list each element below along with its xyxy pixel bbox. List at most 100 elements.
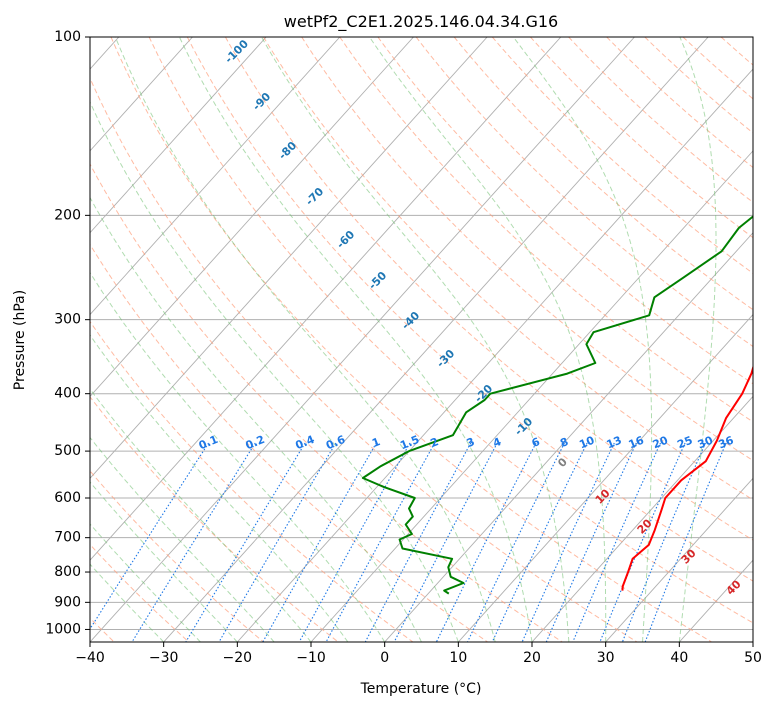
isotherm-line bbox=[605, 477, 753, 642]
isotherm-line bbox=[310, 150, 753, 642]
moist-adiabat-line bbox=[90, 436, 275, 642]
mixing-ratio-line bbox=[364, 442, 472, 642]
moist-adiabat-line bbox=[90, 563, 165, 642]
plot-frame bbox=[89, 36, 754, 643]
dry-adiabat-line bbox=[90, 320, 414, 642]
y-tick-label: 200 bbox=[54, 207, 81, 223]
mixing-ratio-line bbox=[621, 442, 707, 642]
dry-adiabat-line bbox=[263, 37, 753, 501]
y-tick-label: 600 bbox=[54, 490, 81, 506]
mixing-ratio-line bbox=[393, 442, 498, 642]
mixing-ratio-label: 36 bbox=[716, 434, 735, 452]
mixing-ratio-label: 16 bbox=[627, 433, 646, 451]
moist-adiabat-line bbox=[261, 37, 570, 642]
dry-adiabat-line bbox=[90, 163, 563, 642]
moist-adiabat-line bbox=[512, 37, 653, 642]
dry-adiabat-line bbox=[186, 37, 753, 582]
moist-adiabat-line bbox=[90, 196, 422, 642]
mixing-ratio-label: 2 bbox=[429, 435, 441, 450]
x-axis-label: Temperature (°C) bbox=[360, 681, 482, 697]
y-tick-label: 500 bbox=[54, 443, 81, 459]
mixing-ratio-line bbox=[599, 442, 686, 642]
y-tick-label: 700 bbox=[54, 530, 81, 546]
mixing-ratio-label: 10 bbox=[577, 434, 596, 452]
mixing-ratio-line bbox=[644, 442, 727, 642]
mixing-ratio-line bbox=[325, 442, 436, 642]
y-tick-label: 800 bbox=[54, 564, 81, 580]
dry-adiabat-line bbox=[301, 37, 753, 462]
axis-ticks: −40 −30 −20 −10 0 10 20 30 40 50 100 200 300 400 500 60… bbox=[45, 29, 762, 666]
mixing-ratio-line bbox=[185, 442, 306, 642]
x-tick-label: −10 bbox=[296, 650, 326, 666]
mixing-ratio-label: 20 bbox=[651, 434, 670, 452]
y-axis-label: Pressure (hPa) bbox=[12, 290, 28, 390]
isotherm-line bbox=[457, 313, 753, 642]
dry-adiabat-line bbox=[453, 37, 753, 311]
dry-adiabat-layer bbox=[90, 37, 753, 642]
dry-adiabat-line bbox=[568, 37, 753, 203]
isotherm-line bbox=[90, 37, 562, 561]
dry-adiabat-line bbox=[491, 37, 753, 274]
moist-adiabat-line bbox=[90, 388, 312, 642]
moist-adiabat-line bbox=[678, 37, 717, 642]
moist-adiabat-line bbox=[90, 523, 201, 642]
x-tick-label: 50 bbox=[744, 650, 762, 666]
mixing-ratio-label: 13 bbox=[605, 434, 624, 452]
mixing-ratio-line bbox=[90, 442, 210, 630]
mixing-ratio-label: 8 bbox=[558, 435, 570, 450]
moist-adiabat-line bbox=[90, 100, 459, 642]
dry-adiabat-line bbox=[90, 396, 339, 642]
mixing-ratio-line bbox=[545, 442, 637, 642]
series-layer bbox=[361, 215, 753, 595]
mixing-ratio-label: 3 bbox=[465, 435, 477, 450]
isotherm-line bbox=[384, 232, 753, 642]
mixing-ratio-line bbox=[521, 442, 615, 642]
x-tick-label: −20 bbox=[223, 650, 253, 666]
moist-adiabat-line bbox=[369, 37, 607, 642]
mixing-ratio-line bbox=[435, 442, 537, 642]
chart-title: wetPf2_C2E1.2025.146.04.34.G16 bbox=[284, 12, 558, 32]
y-tick-label: 900 bbox=[54, 594, 81, 610]
isotherm-line bbox=[163, 37, 709, 642]
dry-adiabat-line bbox=[339, 37, 753, 423]
moist-adiabat-line bbox=[90, 271, 386, 642]
moist-adiabat-line bbox=[90, 334, 349, 642]
x-tick-label: 40 bbox=[670, 650, 688, 666]
y-tick-label: 300 bbox=[54, 312, 81, 328]
dry-adiabat-line bbox=[377, 37, 753, 385]
x-tick-label: 10 bbox=[449, 650, 467, 666]
moist-adiabat-line bbox=[114, 37, 496, 642]
dry-adiabat-line bbox=[224, 37, 753, 541]
temperature-profile-line bbox=[621, 364, 753, 591]
isotherm-line bbox=[90, 37, 193, 152]
dry-adiabat-line bbox=[148, 37, 753, 624]
isotherm-line bbox=[90, 37, 341, 316]
x-tick-label: −40 bbox=[75, 650, 105, 666]
x-tick-label: 30 bbox=[597, 650, 615, 666]
moist-adiabat-line bbox=[90, 481, 238, 642]
x-tick-label: −30 bbox=[149, 650, 179, 666]
dry-adiabat-line bbox=[110, 37, 712, 642]
mixing-ratio-line bbox=[572, 442, 661, 642]
isotherm-line bbox=[236, 68, 753, 642]
mixing-ratio-label: 1 bbox=[370, 435, 382, 450]
isotherm-line bbox=[90, 37, 267, 234]
x-tick-label: 0 bbox=[380, 650, 389, 666]
x-tick-label: 20 bbox=[523, 650, 541, 666]
y-tick-label: 400 bbox=[54, 386, 81, 402]
grid-layer bbox=[90, 37, 753, 630]
isotherm-line bbox=[90, 37, 414, 398]
y-tick-label: 100 bbox=[54, 29, 81, 45]
moist-adiabat-line bbox=[178, 37, 533, 642]
dewpoint-profile-line bbox=[361, 215, 753, 595]
isotherm-line bbox=[531, 395, 753, 642]
mixing-ratio-layer bbox=[90, 442, 727, 642]
moist-adiabat-layer bbox=[90, 37, 717, 642]
mixing-ratio-label: 30 bbox=[696, 434, 715, 452]
isotherm-line bbox=[90, 37, 488, 479]
mixing-ratio-label: 25 bbox=[675, 434, 694, 452]
y-tick-label: 1000 bbox=[45, 621, 81, 637]
mixing-ratio-line bbox=[298, 442, 411, 642]
mixing-ratio-line bbox=[131, 442, 256, 642]
